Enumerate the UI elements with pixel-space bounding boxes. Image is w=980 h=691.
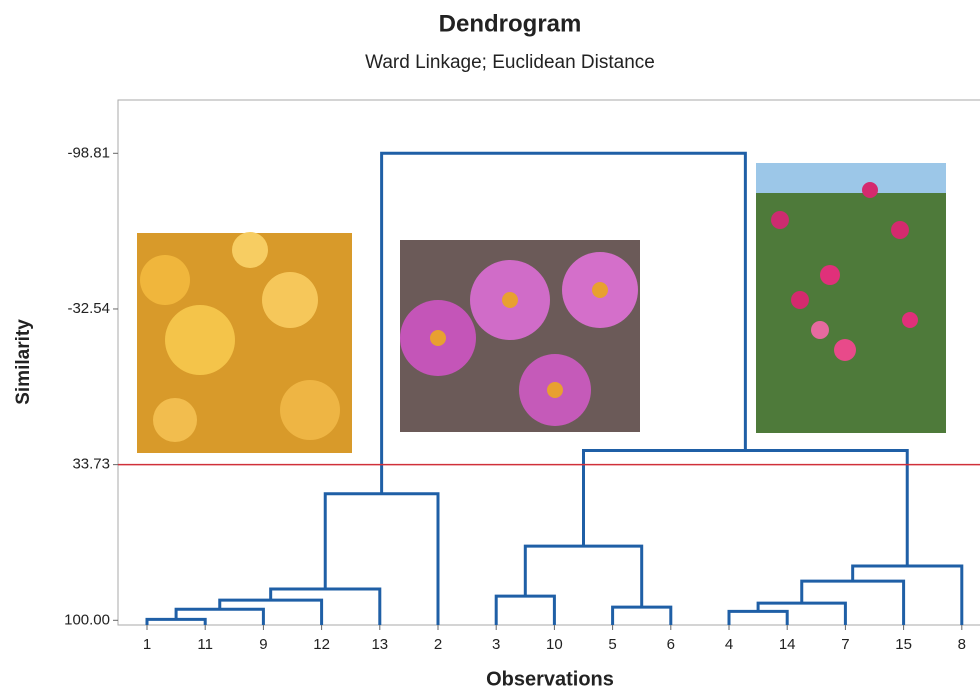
photo-pink <box>400 240 640 432</box>
y-tick-label: 100.00 <box>64 611 110 628</box>
x-tick-label: 7 <box>841 636 849 653</box>
x-tick-label: 2 <box>434 636 442 653</box>
chart-title: Dendrogram <box>439 10 582 37</box>
x-tick-label: 8 <box>958 636 966 653</box>
x-tick-label: 5 <box>608 636 616 653</box>
x-tick-label: 13 <box>371 636 388 653</box>
x-tick-label: 10 <box>546 636 563 653</box>
x-tick-label: 1 <box>143 636 151 653</box>
link <box>176 609 263 625</box>
link <box>584 450 908 566</box>
x-axis-title: Observations <box>486 668 614 690</box>
link <box>496 596 554 625</box>
link <box>758 603 845 625</box>
x-tick-label: 6 <box>667 636 675 653</box>
x-tick-label: 11 <box>197 636 213 653</box>
link <box>220 600 322 625</box>
x-tick-label: 15 <box>895 636 912 653</box>
link <box>525 546 641 607</box>
x-tick-label: 3 <box>492 636 500 653</box>
page: {"chart_data": { "type": "dendrogram", "… <box>0 0 980 691</box>
chart-subtitle: Ward Linkage; Euclidean Distance <box>365 52 655 73</box>
chart: Dendrogram Ward Linkage; Euclidean Dista… <box>0 0 980 691</box>
x-tick-label: 12 <box>313 636 330 653</box>
x-tick-label: 9 <box>259 636 267 653</box>
link <box>613 607 671 625</box>
x-tick-label: 14 <box>779 636 796 653</box>
link <box>325 494 438 625</box>
y-tick-label: 33.73 <box>72 456 110 473</box>
y-tick-label: -98.81 <box>67 144 110 161</box>
x-tick-label: 4 <box>725 636 733 653</box>
photo-magenta <box>756 163 946 433</box>
y-axis-title: Similarity <box>13 319 34 405</box>
photo-yellow <box>137 232 352 453</box>
link <box>729 611 787 625</box>
link <box>271 589 380 625</box>
link <box>853 566 962 625</box>
y-tick-label: -32.54 <box>67 300 110 317</box>
link <box>147 619 205 625</box>
